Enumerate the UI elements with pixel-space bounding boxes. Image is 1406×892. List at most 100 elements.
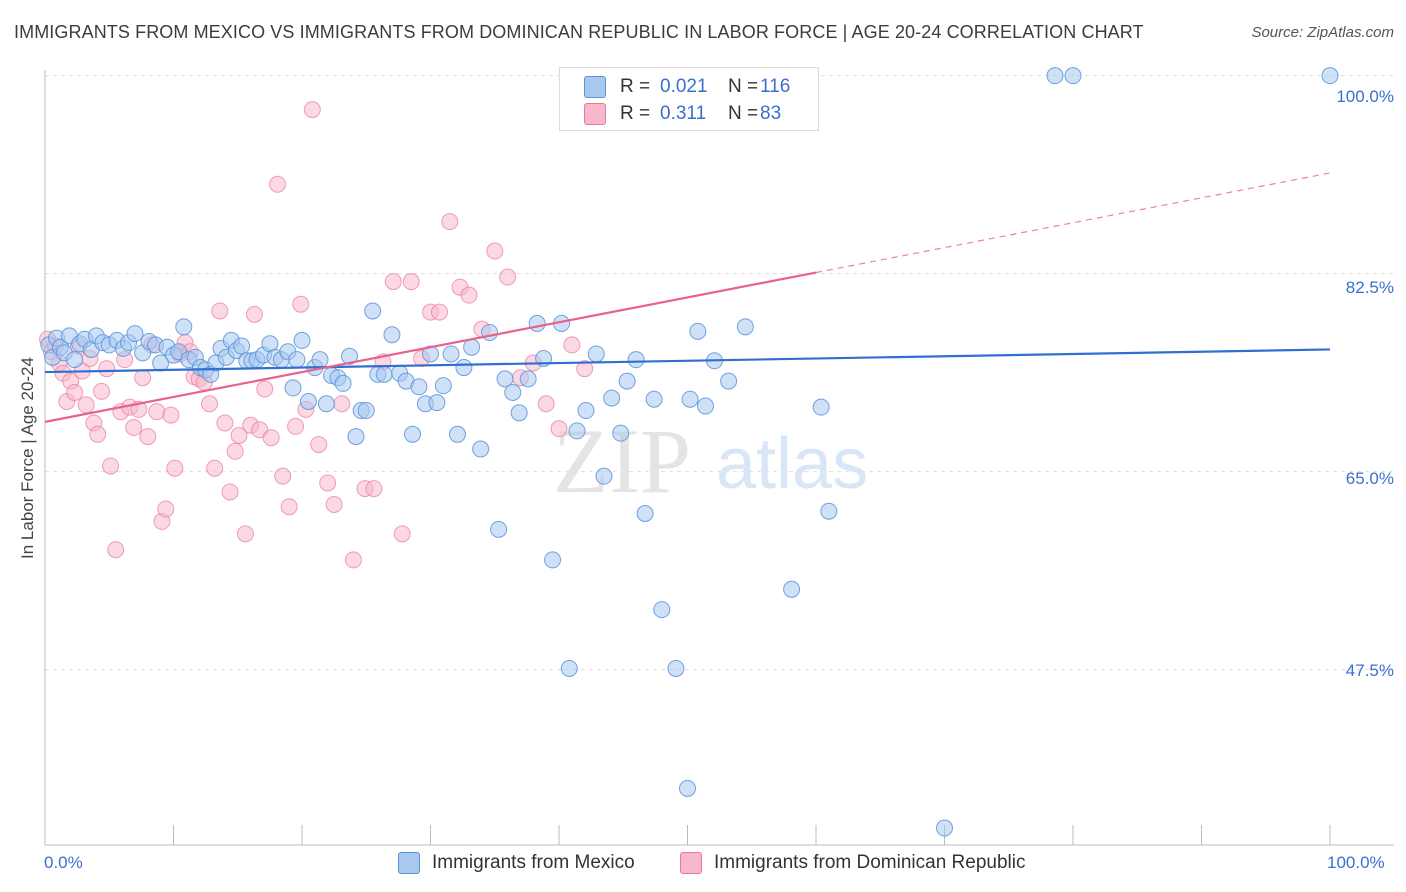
data-point-mexico bbox=[404, 425, 422, 443]
data-point-dominican bbox=[499, 268, 517, 286]
data-point-mexico bbox=[463, 338, 481, 356]
data-point-dominican bbox=[319, 474, 337, 492]
trend-line-dominican bbox=[44, 271, 817, 423]
data-point-dominican bbox=[125, 419, 143, 437]
series-swatch-mexico bbox=[398, 852, 420, 874]
data-point-mexico bbox=[341, 347, 359, 365]
data-point-mexico bbox=[410, 378, 428, 396]
data-point-dominican bbox=[134, 369, 152, 387]
data-point-mexico bbox=[560, 660, 578, 678]
data-point-mexico bbox=[126, 325, 144, 343]
data-point-dominican bbox=[384, 273, 402, 291]
data-point-mexico bbox=[299, 392, 317, 410]
data-point-dominican bbox=[166, 459, 184, 477]
chart-title: IMMIGRANTS FROM MEXICO VS IMMIGRANTS FRO… bbox=[14, 22, 1144, 42]
data-point-dominican bbox=[107, 541, 125, 559]
grid-lines bbox=[45, 75, 1394, 671]
data-point-dominican bbox=[200, 395, 218, 413]
data-point-mexico bbox=[364, 302, 382, 320]
data-point-dominican bbox=[157, 500, 175, 518]
data-point-mexico bbox=[645, 390, 663, 408]
watermark: ZIP atlas bbox=[553, 410, 868, 512]
data-point-dominican bbox=[139, 428, 157, 446]
data-point-dominican bbox=[292, 295, 310, 313]
series-legend-label-dominican: Immigrants from Dominican Republic bbox=[714, 852, 1026, 873]
legend-n-value-dominican: 83 bbox=[760, 103, 782, 124]
data-point-mexico bbox=[820, 502, 838, 520]
data-point-mexico bbox=[667, 660, 685, 678]
data-point-dominican bbox=[66, 383, 84, 401]
data-point-mexico bbox=[681, 390, 699, 408]
series-legend: Immigrants from Mexico Immigrants from D… bbox=[0, 852, 1406, 878]
data-point-mexico bbox=[603, 389, 621, 407]
data-point-mexico bbox=[679, 779, 696, 797]
data-point-mexico bbox=[528, 314, 546, 332]
data-point-dominican bbox=[162, 406, 180, 424]
data-point-dominican bbox=[102, 457, 120, 475]
data-point-mexico bbox=[736, 318, 754, 336]
data-point-mexico bbox=[284, 379, 302, 397]
data-point-dominican bbox=[236, 525, 254, 543]
data-point-dominican bbox=[550, 420, 568, 438]
watermark-atlas: atlas bbox=[716, 424, 868, 504]
series-legend-label-mexico: Immigrants from Mexico bbox=[432, 852, 635, 873]
data-point-dominican bbox=[430, 303, 448, 321]
series-legend-dominican: Immigrants from Dominican Republic bbox=[680, 852, 1026, 874]
data-point-dominican bbox=[226, 442, 244, 460]
legend-n-value-mexico: 116 bbox=[760, 76, 791, 97]
data-point-dominican bbox=[402, 273, 420, 291]
data-point-mexico bbox=[627, 351, 645, 369]
y-tick-label: 82.5% bbox=[1345, 278, 1394, 297]
trend-line-dominican-extension bbox=[815, 172, 1331, 274]
data-point-mexico bbox=[618, 372, 636, 390]
y-axis-label: In Labor Force | Age 20-24 bbox=[18, 357, 37, 559]
data-point-mexico bbox=[293, 331, 311, 349]
data-point-mexico bbox=[455, 359, 473, 377]
data-point-dominican bbox=[221, 483, 239, 501]
data-point-dominican bbox=[441, 213, 459, 231]
data-point-dominican bbox=[486, 242, 504, 260]
legend-r-label: R = bbox=[620, 103, 651, 124]
data-point-dominican bbox=[287, 417, 305, 435]
correlation-legend: R = 0.021 N = 116 R = 0.311 N = 83 bbox=[559, 67, 819, 131]
series-swatch-dominican bbox=[680, 852, 702, 874]
data-point-dominican bbox=[576, 360, 594, 378]
data-point-mexico bbox=[595, 467, 613, 485]
legend-n-label: N = bbox=[728, 76, 759, 97]
x-tick-label: 100.0% bbox=[1327, 853, 1385, 872]
data-point-dominican bbox=[460, 286, 478, 304]
data-point-dominican bbox=[303, 101, 321, 119]
data-point-mexico bbox=[422, 345, 439, 363]
legend-r-label: R = bbox=[620, 76, 651, 97]
data-point-dominican bbox=[344, 551, 362, 569]
data-point-mexico bbox=[519, 370, 537, 388]
data-point-mexico bbox=[812, 398, 830, 416]
source-credit: Source: ZipAtlas.com bbox=[1251, 24, 1394, 41]
data-point-mexico bbox=[357, 402, 375, 420]
y-tick-label: 47.5% bbox=[1345, 661, 1394, 680]
data-point-mexico bbox=[636, 505, 654, 523]
data-point-dominican bbox=[98, 360, 116, 378]
data-point-mexico bbox=[442, 345, 460, 363]
data-point-mexico bbox=[288, 351, 306, 369]
data-point-mexico bbox=[490, 520, 508, 538]
data-point-mexico bbox=[577, 402, 595, 420]
legend-n-label: N = bbox=[728, 103, 759, 124]
legend-row-dominican: R = 0.311 N = 83 bbox=[584, 101, 781, 127]
data-point-mexico bbox=[783, 580, 801, 598]
data-point-dominican bbox=[256, 380, 274, 398]
legend-r-value-mexico: 0.021 bbox=[660, 76, 708, 97]
data-point-dominican bbox=[333, 395, 351, 413]
data-point-dominican bbox=[262, 429, 280, 447]
y-tick-label: 100.0% bbox=[1336, 87, 1394, 106]
data-point-mexico bbox=[347, 428, 365, 446]
data-point-dominican bbox=[280, 498, 298, 516]
data-point-mexico bbox=[510, 404, 528, 422]
data-point-mexico bbox=[587, 345, 605, 363]
data-point-dominican bbox=[393, 525, 411, 543]
data-point-dominican bbox=[563, 336, 581, 354]
legend-r-value-dominican: 0.311 bbox=[660, 103, 707, 124]
data-point-mexico bbox=[472, 440, 490, 458]
data-point-dominican bbox=[365, 480, 383, 498]
